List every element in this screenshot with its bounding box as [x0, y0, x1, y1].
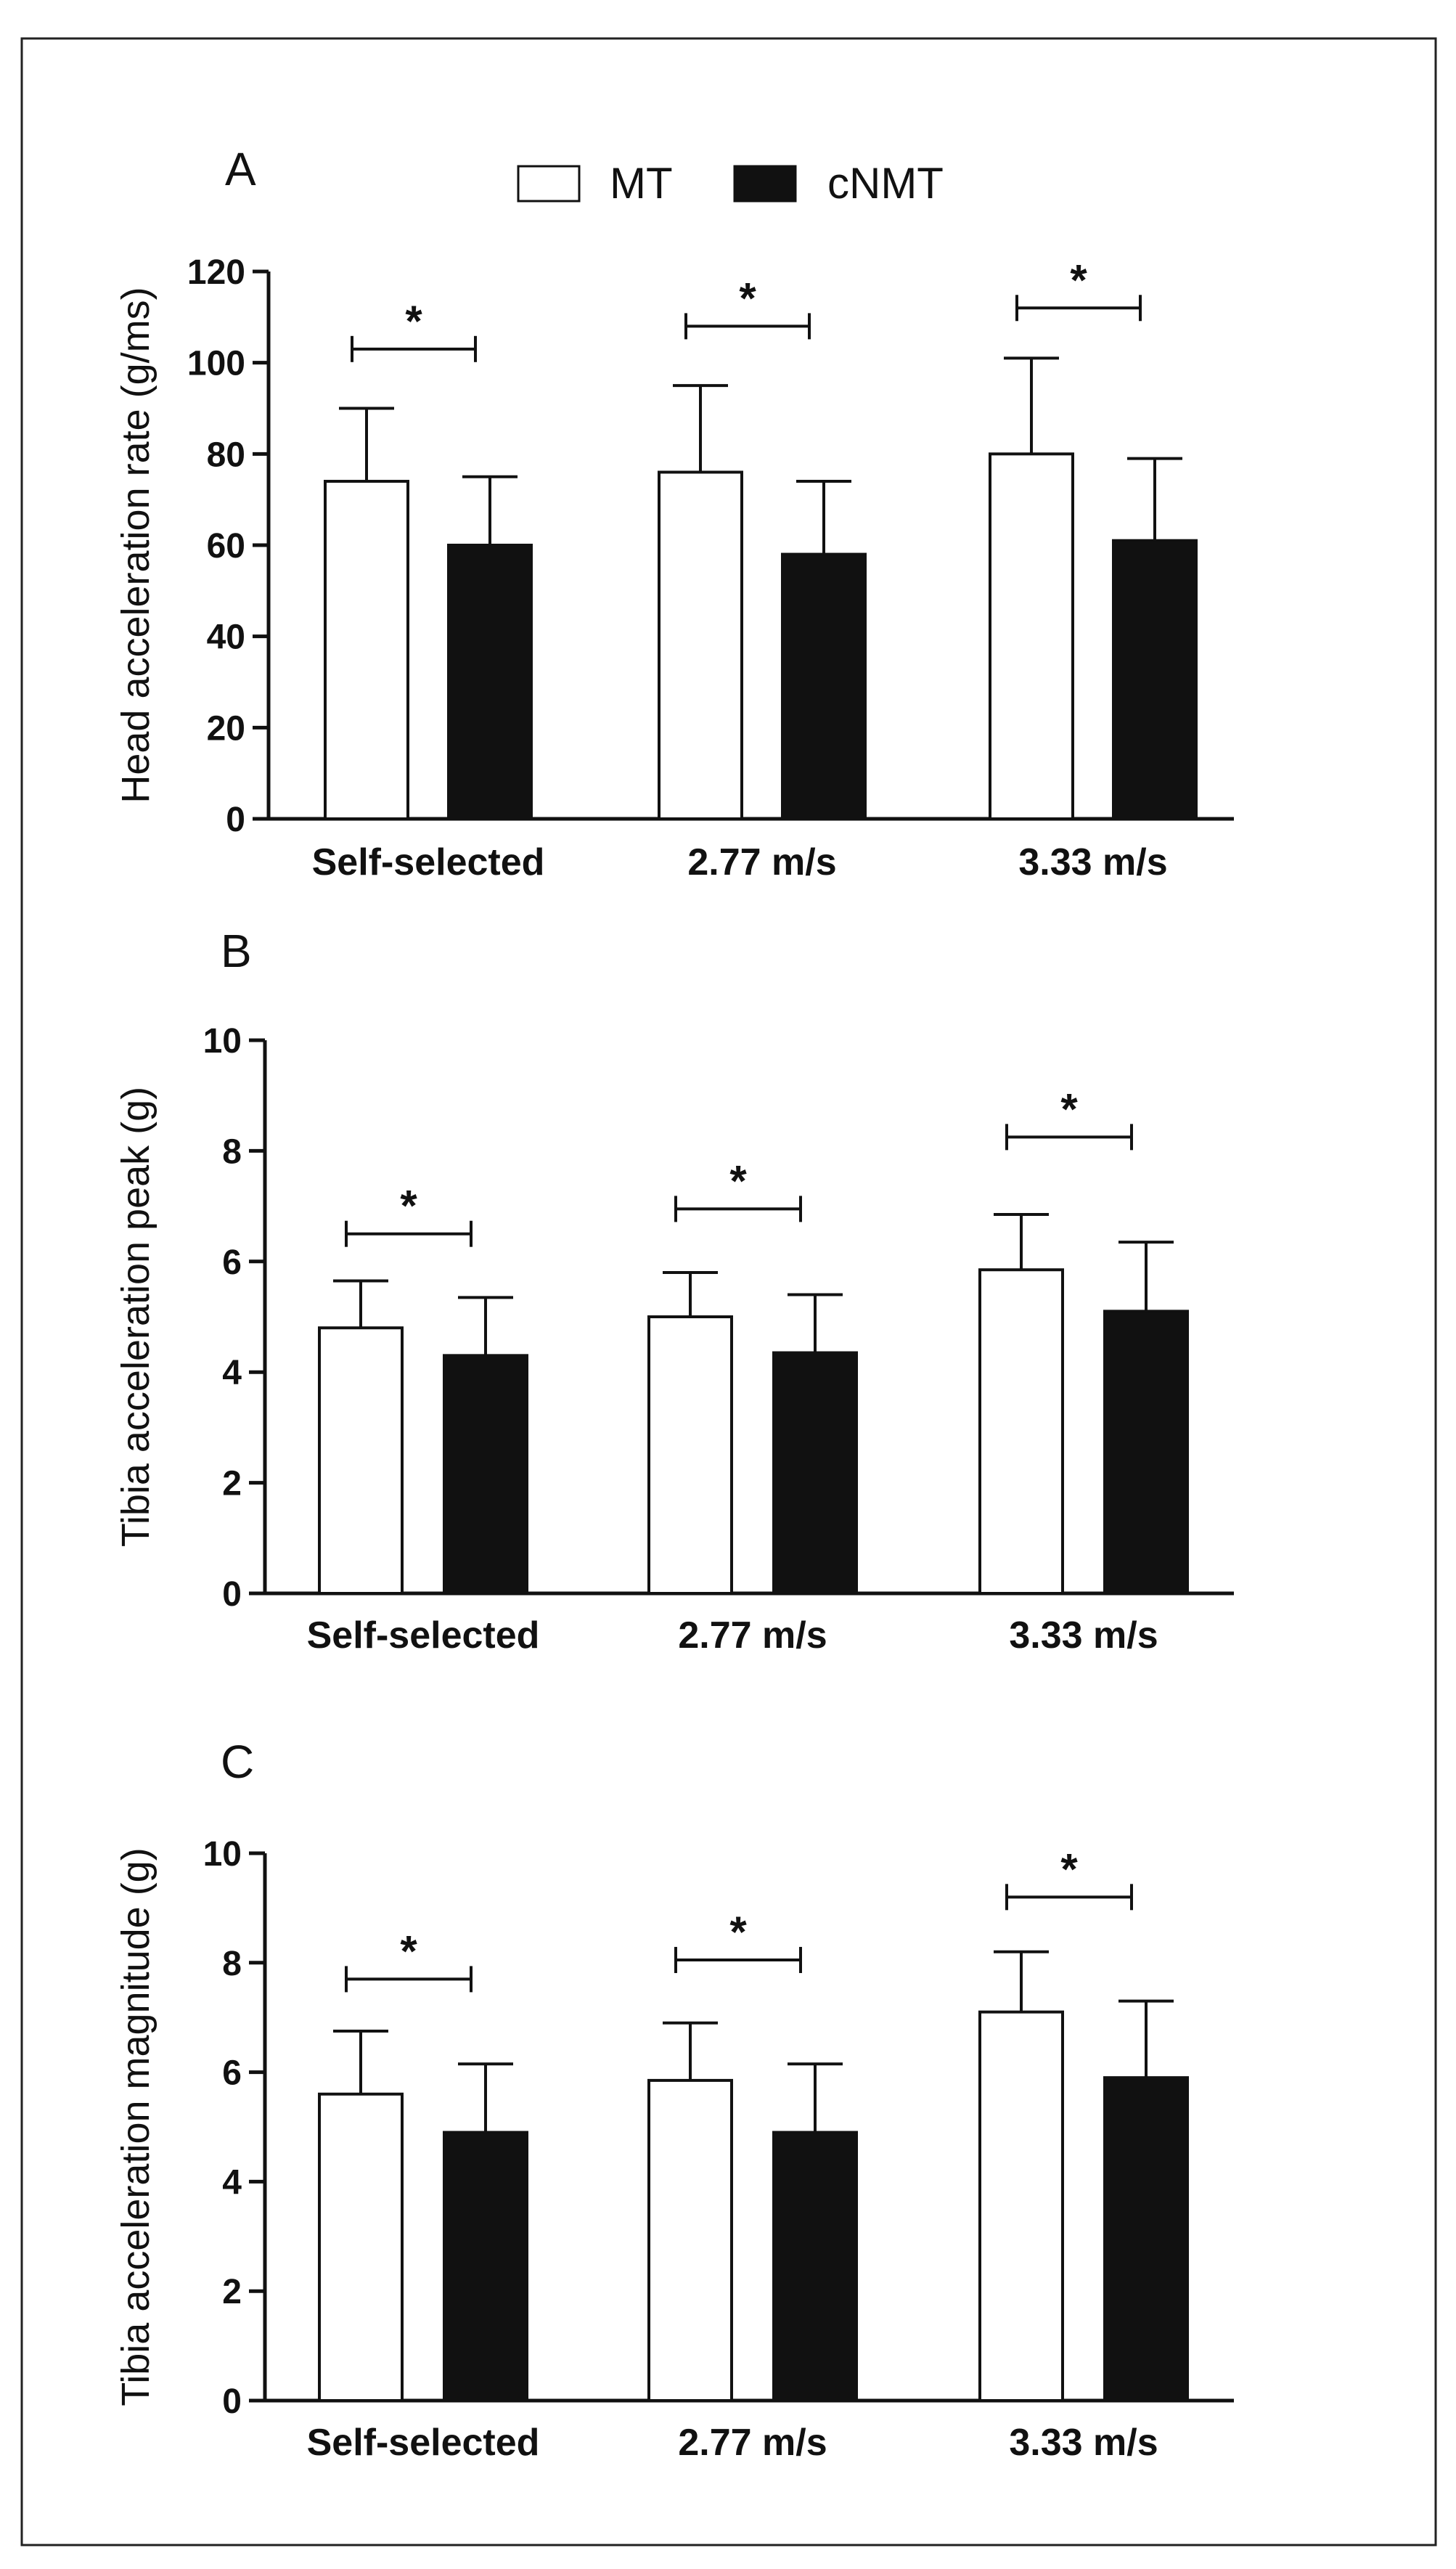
bar-mt: [324, 480, 409, 820]
legend-swatch-cnmt: [733, 165, 797, 203]
x-tick-label: 3.33 m/s: [1009, 2422, 1158, 2464]
significance-star: *: [1060, 1845, 1078, 1893]
y-tick-label: 0: [222, 2382, 242, 2421]
bar-cnmt: [1103, 1310, 1189, 1595]
bar-cnmt: [781, 552, 867, 820]
y-tick-label: 2: [222, 1465, 242, 1503]
bar-mt: [647, 2078, 733, 2402]
legend: MT cNMT: [517, 159, 944, 208]
panel-c-marks: 0 2 4 6 8 10 Tibia acceleration magnitude (g) S…: [114, 1835, 1234, 2464]
x-tick-label: Self-selected: [307, 2422, 540, 2464]
y-tick-label: 0: [222, 1575, 242, 1614]
legend-label-cnmt: cNMT: [827, 159, 944, 208]
panel-letter: C: [221, 1736, 254, 1788]
bar-cnmt: [443, 2131, 528, 2403]
y-tick-label: 4: [222, 2163, 242, 2202]
legend-swatch-mt: [517, 165, 581, 203]
y-tick-label: 120: [187, 253, 245, 292]
significance-star: *: [729, 1908, 747, 1956]
bar-mt: [978, 2010, 1064, 2402]
y-tick-label: 10: [203, 1835, 242, 1874]
significance-star: *: [400, 1927, 417, 1975]
x-tick-label: 2.77 m/s: [678, 1614, 827, 1657]
y-tick-label: 0: [226, 801, 245, 839]
significance-star: *: [1060, 1085, 1078, 1133]
y-tick-label: 6: [222, 2054, 242, 2093]
bar-cnmt: [1112, 539, 1198, 820]
y-axis-label: Head acceleration rate (g/ms): [114, 287, 158, 803]
y-tick-label: 8: [222, 1132, 242, 1171]
y-tick-label: 20: [207, 709, 245, 748]
significance-star: *: [729, 1156, 747, 1205]
panel-a-marks: 0 20 40 60 80 100 120 Head acceleration rate (g…: [114, 253, 1234, 883]
panel-letter: A: [225, 143, 256, 195]
y-axis-label: Tibia acceleration peak (g): [114, 1087, 158, 1547]
y-tick-label: 2: [222, 2273, 242, 2311]
bar-mt: [318, 2092, 404, 2402]
panel-b: B 0 2 4 6 8 10 Tibia acceleration peak (g) Self…: [114, 925, 1234, 1657]
y-tick-label: 80: [207, 436, 245, 474]
bar-mt: [658, 470, 743, 820]
panel-letter: B: [221, 925, 252, 977]
panel-c: C 0 2 4 6 8 10 Tibia acceleration magnitude (g…: [114, 1736, 1234, 2464]
y-tick-label: 4: [222, 1354, 242, 1392]
bar-mt: [978, 1268, 1064, 1595]
y-tick-label: 60: [207, 527, 245, 565]
figure-border: [20, 37, 1437, 2546]
bar-cnmt: [772, 1351, 858, 1596]
bar-mt: [989, 452, 1074, 820]
significance-star: *: [739, 274, 756, 322]
significance-star: *: [400, 1182, 417, 1230]
y-tick-label: 100: [187, 345, 245, 383]
legend-label-mt: MT: [610, 159, 673, 208]
panel-a: A 0 20 40 60 80 100 120 Head acceleration rate …: [114, 143, 1234, 883]
bar-cnmt: [447, 544, 533, 820]
y-axis-label: Tibia acceleration magnitude (g): [114, 1847, 158, 2406]
bar-mt: [318, 1326, 404, 1595]
x-tick-label: Self-selected: [312, 841, 545, 883]
bar-cnmt: [772, 2131, 858, 2403]
bar-mt: [647, 1315, 733, 1595]
significance-star: *: [405, 297, 422, 346]
bar-cnmt: [443, 1354, 528, 1595]
y-tick-label: 40: [207, 618, 245, 657]
x-tick-label: 2.77 m/s: [687, 841, 836, 883]
y-tick-label: 10: [203, 1022, 242, 1061]
y-tick-label: 8: [222, 1945, 242, 1983]
x-tick-label: 3.33 m/s: [1009, 1614, 1158, 1657]
bar-cnmt: [1103, 2076, 1189, 2402]
x-tick-label: 3.33 m/s: [1018, 841, 1167, 883]
significance-star: *: [1070, 256, 1087, 304]
x-tick-label: 2.77 m/s: [678, 2422, 827, 2464]
panel-b-marks: 0 2 4 6 8 10 Tibia acceleration peak (g) Self-s…: [114, 1022, 1234, 1657]
x-tick-label: Self-selected: [307, 1614, 540, 1657]
y-tick-label: 6: [222, 1243, 242, 1282]
